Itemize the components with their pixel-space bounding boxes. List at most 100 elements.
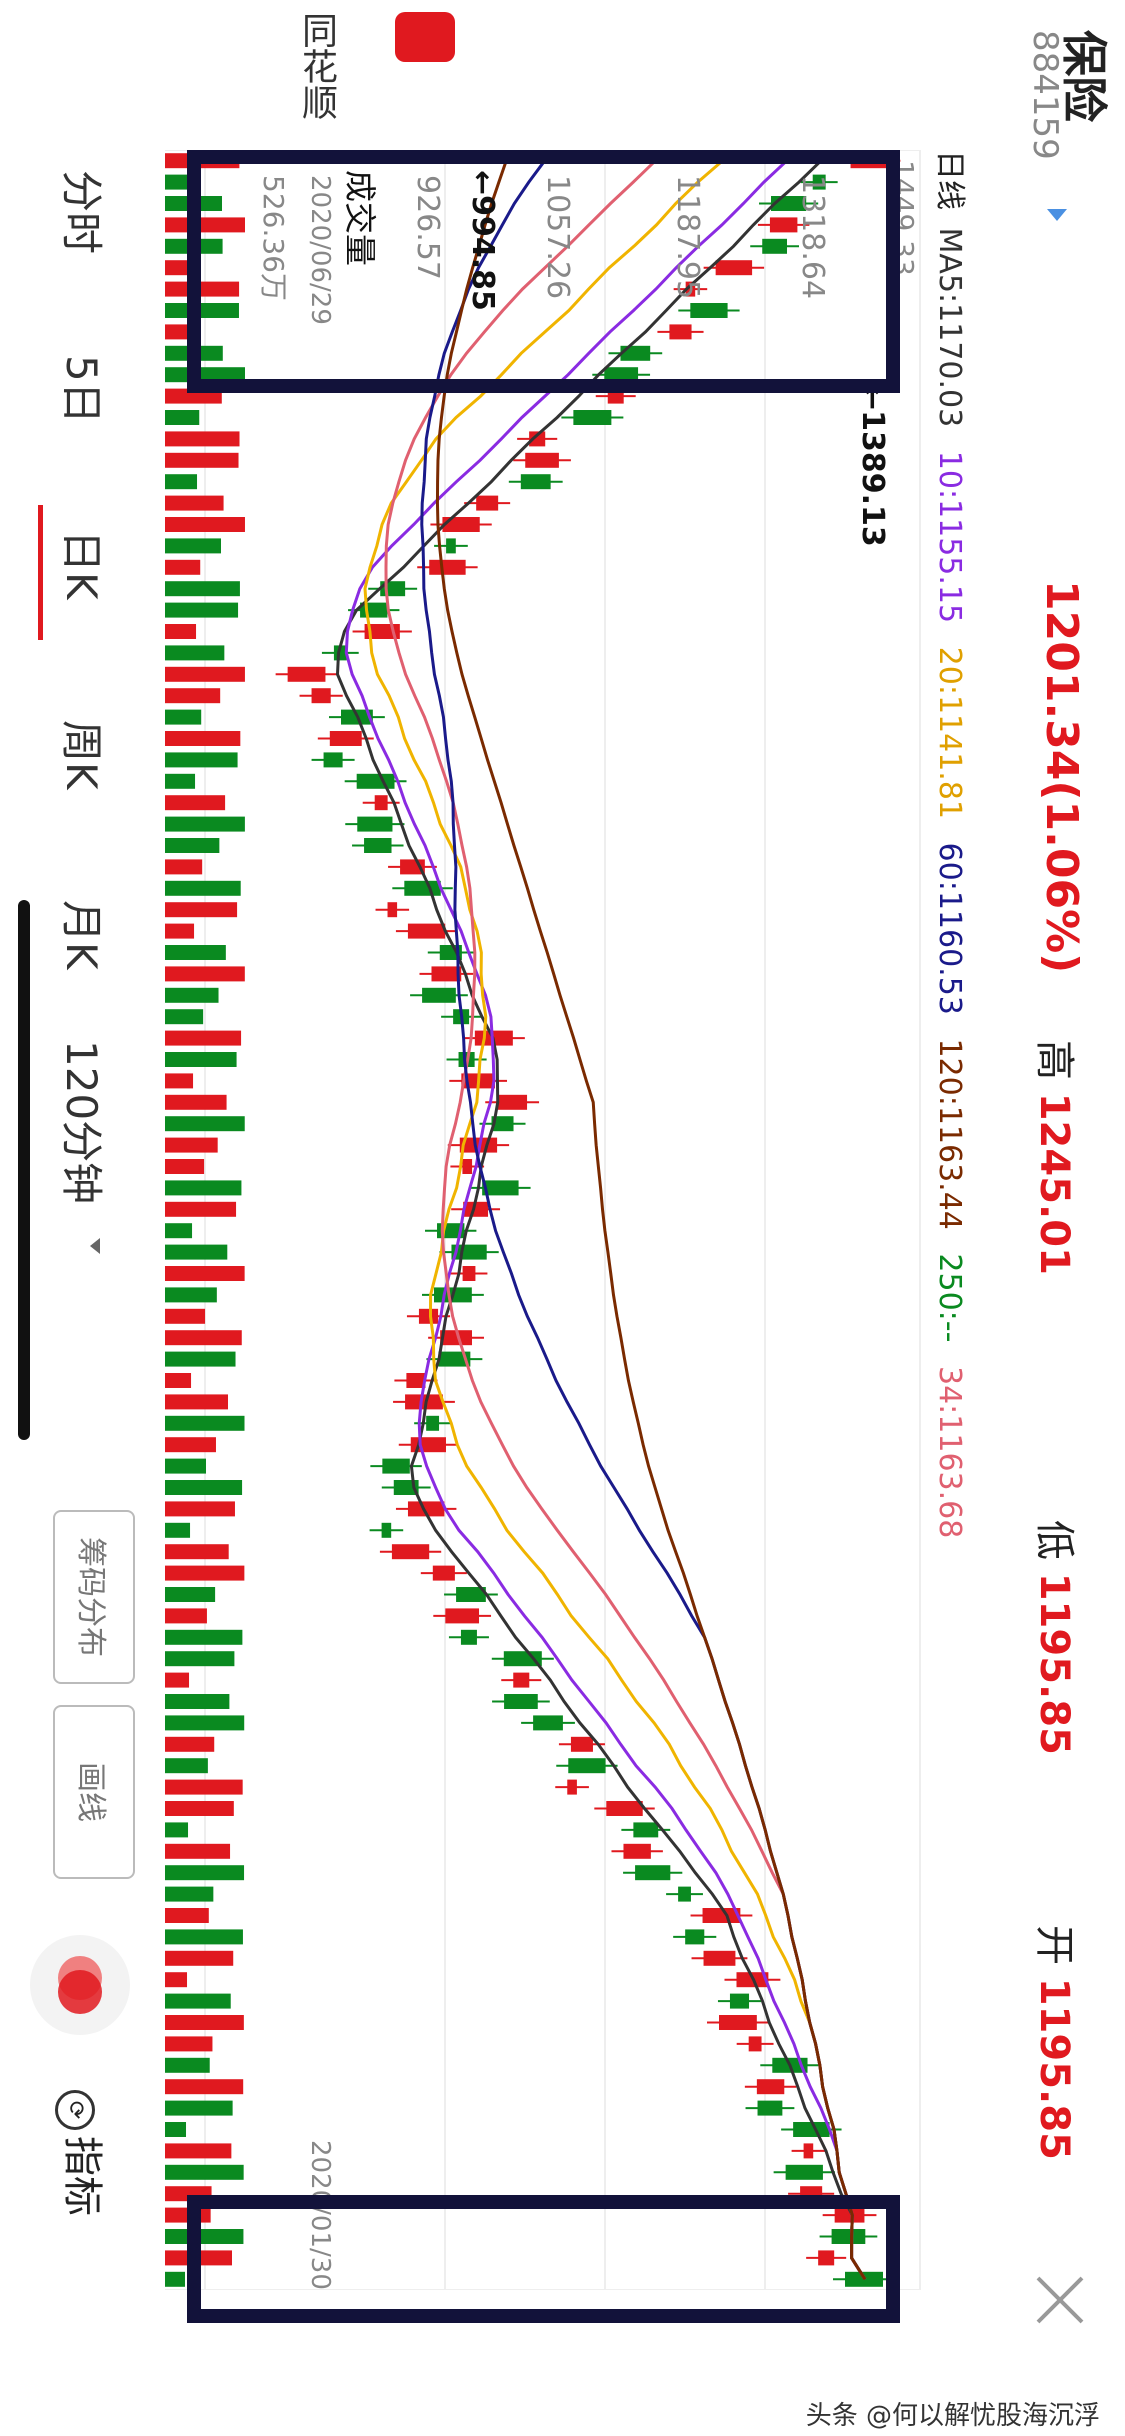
candle	[462, 1159, 473, 1174]
close-icon[interactable]	[1020, 2260, 1100, 2340]
volume-bar	[165, 880, 241, 896]
volume-bar	[165, 517, 245, 532]
low-value: 1195.85	[1031, 1572, 1077, 1755]
volume-bar	[165, 431, 240, 447]
volume-bar	[165, 1009, 204, 1025]
candle	[762, 238, 788, 254]
draw-line-button[interactable]: 画线	[53, 1705, 135, 1879]
volume-bar	[165, 859, 203, 875]
volume-bar	[165, 559, 201, 575]
candle	[533, 1715, 563, 1731]
highlight-box-left	[187, 150, 900, 393]
indicator-button[interactable]: ⟳ 指标	[55, 2090, 115, 2216]
candle	[729, 1993, 750, 2009]
app-name-text: 同花顺	[296, 12, 337, 120]
volume-bar	[165, 1030, 242, 1046]
volume-bar	[165, 709, 202, 725]
volume-bar	[165, 1908, 209, 1923]
volume-bar	[165, 2122, 187, 2137]
candle	[463, 1201, 489, 1217]
candle	[374, 795, 388, 811]
candle	[633, 1822, 659, 1838]
candle	[567, 1779, 577, 1795]
candle	[715, 260, 753, 276]
tab-5day[interactable]: 5日	[57, 355, 106, 424]
volume-bar	[165, 1266, 245, 1281]
candle	[702, 1908, 741, 1923]
tab-monthly-k[interactable]: 月K	[57, 900, 106, 970]
candle	[497, 1094, 528, 1110]
candle	[793, 2122, 830, 2137]
candle	[429, 559, 466, 575]
volume-bar	[165, 1437, 216, 1453]
volume-bar	[165, 2229, 244, 2244]
volume-bar	[165, 2057, 210, 2073]
volume-bar	[165, 2015, 244, 2030]
chevron-down-icon[interactable]	[90, 1238, 100, 1254]
dropdown-icon[interactable]	[1047, 209, 1067, 221]
record-icon[interactable]	[25, 1930, 135, 2040]
volume-bar	[165, 1373, 192, 1388]
volume-bar	[165, 281, 240, 297]
candle	[690, 303, 728, 318]
scroll-handle[interactable]	[18, 900, 30, 1440]
volume-bar	[165, 1394, 229, 1410]
volume-bar	[165, 2186, 212, 2202]
candle	[685, 1929, 705, 1945]
candle	[364, 838, 392, 853]
volume-bar	[165, 1565, 245, 1581]
candle	[440, 1330, 472, 1346]
volume-bar	[165, 1137, 218, 1153]
volume-bar	[165, 624, 197, 639]
candle	[525, 452, 559, 468]
tab-daily-k[interactable]: 日K	[57, 530, 106, 600]
tab-fenshi[interactable]: 分时	[57, 170, 106, 255]
volume-bar	[165, 923, 195, 939]
volume-bar	[165, 1244, 228, 1260]
candle	[748, 2036, 762, 2052]
volume-bar	[165, 1501, 235, 1517]
volume-bar	[165, 838, 220, 853]
candle	[570, 1736, 593, 1752]
candle	[323, 752, 343, 768]
volume-bar	[165, 474, 198, 490]
candle	[405, 1394, 443, 1410]
kline-chart[interactable]	[165, 150, 925, 2290]
candle	[381, 1522, 392, 1538]
volume-bar	[165, 410, 200, 425]
tab-weekly-k[interactable]: 周K	[57, 720, 106, 790]
volume-bar	[165, 1950, 234, 1966]
volume-bar	[165, 1116, 245, 1132]
volume-bar	[165, 966, 245, 982]
candle	[719, 2015, 757, 2030]
candle	[769, 217, 798, 233]
volume-bar	[165, 1073, 194, 1089]
volume-bar	[165, 324, 199, 340]
volume-bar	[165, 174, 199, 190]
candle	[391, 1544, 430, 1560]
ma20-label: 20:1141.81	[932, 646, 967, 819]
candle	[329, 731, 362, 746]
volume-bar	[165, 2036, 213, 2052]
volume-bar	[165, 1458, 206, 1474]
ma10-line	[344, 159, 867, 2281]
ma34-label: 34:1163.68	[932, 1366, 967, 1539]
high-label: 高	[1031, 1040, 1077, 1080]
candle	[287, 666, 326, 682]
volume-bar	[165, 1929, 243, 1945]
candle	[831, 2229, 866, 2244]
ma5-line	[335, 159, 867, 2281]
volume-bar	[165, 1544, 229, 1560]
chips-distribution-button[interactable]: 筹码分布	[53, 1510, 135, 1684]
volume-bar	[165, 602, 239, 618]
refresh-icon: ⟳	[55, 2090, 95, 2130]
tab-120min[interactable]: 120分钟	[57, 1040, 106, 1205]
volume-bar	[165, 945, 226, 960]
low-stat: 低 1195.85	[1029, 1520, 1087, 1755]
volume-bar	[165, 303, 239, 318]
volume-bar	[165, 1886, 214, 1902]
volume-bar	[165, 1351, 236, 1367]
candle	[491, 1116, 514, 1132]
candle	[785, 2164, 823, 2180]
